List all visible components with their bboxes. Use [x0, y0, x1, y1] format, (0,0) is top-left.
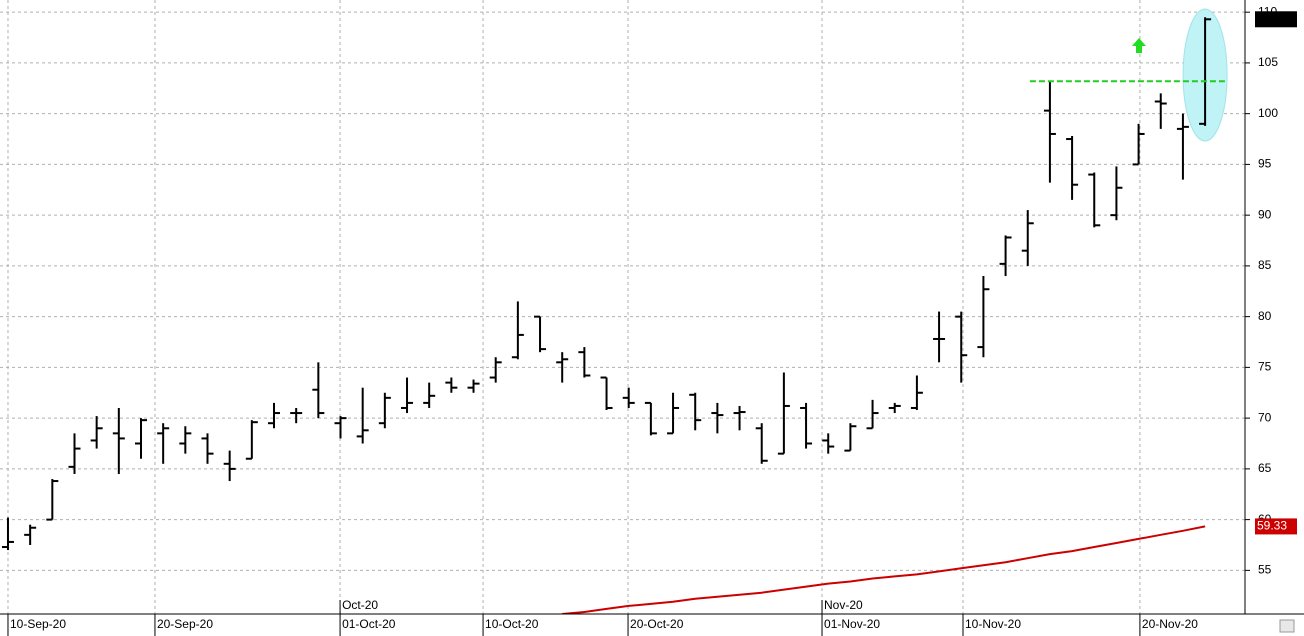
month-label: Oct-20 [342, 598, 378, 612]
ma-value-label: 59.33 [1257, 519, 1287, 533]
y-tick-label: 75 [1258, 360, 1272, 374]
corner-icon [1279, 619, 1295, 633]
y-tick-label: 100 [1258, 106, 1278, 120]
x-tick-label: 10-Oct-20 [485, 617, 539, 631]
y-tick-label: 85 [1258, 258, 1272, 272]
y-tick-label: 95 [1258, 157, 1272, 171]
moving-average-line [562, 525, 1206, 614]
last-price-box [1255, 11, 1297, 28]
x-tick-label: 10-Sep-20 [10, 617, 66, 631]
x-tick-label: 01-Nov-20 [824, 617, 880, 631]
up-arrow [1132, 38, 1146, 53]
y-tick-label: 70 [1258, 410, 1272, 424]
y-tick-label: 90 [1258, 207, 1272, 221]
x-tick-label: 20-Nov-20 [1142, 617, 1198, 631]
x-tick-label: 20-Oct-20 [630, 617, 684, 631]
grid [0, 0, 1245, 614]
y-tick-label: 80 [1258, 309, 1272, 323]
ma-value-box [1255, 518, 1297, 535]
y-tick-label: 105 [1258, 55, 1278, 69]
x-tick-label: 10-Nov-20 [965, 617, 1021, 631]
axes-labels: 55606570758085909510010511010-Sep-2020-S… [7, 4, 1297, 636]
x-tick-label: 01-Oct-20 [342, 617, 396, 631]
month-label: Nov-20 [824, 598, 863, 612]
x-tick-label: 20-Sep-20 [157, 617, 213, 631]
plot-area [1, 8, 1228, 614]
y-tick-label: 55 [1258, 563, 1272, 577]
y-tick-label: 65 [1258, 461, 1272, 475]
